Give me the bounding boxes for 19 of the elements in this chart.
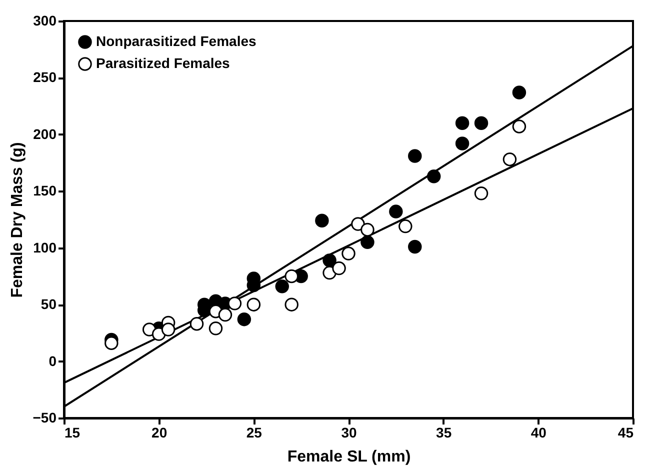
y-tick-label: 250 <box>33 69 57 86</box>
x-tick-label: 25 <box>246 424 262 440</box>
y-tick-label: 50 <box>40 296 57 312</box>
x-tick-label: 40 <box>530 424 547 440</box>
x-tick-label: 15 <box>64 424 80 440</box>
x-tick-label: 45 <box>618 424 634 440</box>
legend-label: Nonparasitized Females <box>96 33 256 49</box>
y-tick-label: 0 <box>48 352 57 369</box>
y-tick-label: 150 <box>33 182 57 199</box>
legend-label: Parasitized Females <box>96 55 230 71</box>
x-tick-label: 30 <box>341 424 357 440</box>
x-tick-label: 20 <box>152 424 168 440</box>
y-tick-label: −50 <box>32 410 57 426</box>
y-axis-title: Female Dry Mass (g) <box>8 142 26 298</box>
x-tick-label: 35 <box>436 424 452 440</box>
x-axis-title: Female SL (mm) <box>287 448 411 466</box>
y-tick-label: 200 <box>33 126 57 142</box>
y-tick-label: 100 <box>33 239 57 256</box>
y-tick-label: 300 <box>33 12 57 28</box>
